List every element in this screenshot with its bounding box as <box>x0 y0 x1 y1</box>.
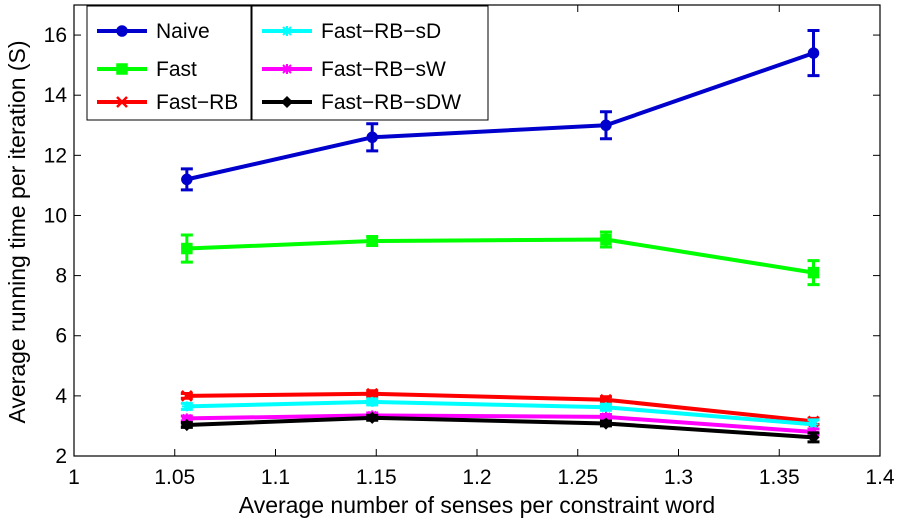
legend-label-fast-rb-sd: Fast−RB−sD <box>321 20 441 43</box>
y-tick-label: 4 <box>55 385 67 408</box>
y-tick-label: 10 <box>44 204 67 227</box>
data-point-fast <box>807 266 820 279</box>
data-point-fast-rb-sw <box>181 413 192 424</box>
data-point-fast-rb-sw <box>600 411 611 422</box>
x-tick-label: 1.4 <box>865 466 895 489</box>
x-tick-label: 1.1 <box>261 466 290 489</box>
data-point-fast <box>181 242 193 255</box>
x-tick-label: 1.25 <box>557 466 598 489</box>
data-point-fast-rb-sdw <box>807 431 820 444</box>
legend-item-fast-rb: Fast−RB <box>97 91 238 114</box>
series-line-fast-rb <box>186 391 814 424</box>
x-axis-label: Average number of senses per constraint … <box>239 492 715 518</box>
data-point-fast-rb <box>180 389 193 402</box>
data-point-naive <box>807 47 820 59</box>
y-tick-label: 2 <box>55 445 67 468</box>
legend-item-fast: Fast <box>97 58 197 81</box>
data-point-naive <box>181 173 193 186</box>
x-tick-label: 1.2 <box>462 466 491 489</box>
y-axis: 2 4 6 8 10 12 14 16 <box>44 24 880 468</box>
legend-label-fast-rb-sw: Fast−RB−sW <box>321 58 446 81</box>
legend-label-fast-rb-sdw: Fast−RB−sDW <box>321 91 461 114</box>
legend-label-fast: Fast <box>156 58 197 81</box>
y-axis-label: Average running time per iteration (S) <box>4 40 30 423</box>
series-fast <box>180 230 820 287</box>
data-point-naive <box>366 131 378 144</box>
x-axis: 1 1.05 1.1 1.15 1.2 1.25 1.3 1.35 1.4 <box>68 5 895 489</box>
y-tick-label: 16 <box>44 24 67 47</box>
legend-item-fast-rb-sw: Fast−RB−sW <box>262 58 446 81</box>
legend-marker-fast-rb-sw <box>282 64 292 74</box>
legend-label-naive: Naive <box>156 20 210 43</box>
data-point-fast <box>600 233 612 246</box>
legend-marker-naive <box>116 25 128 37</box>
data-point-fast-rb-sd <box>600 402 611 413</box>
series-line-fast-rb-sw <box>186 413 814 434</box>
legend-marker-fast-rb-sd <box>282 26 292 36</box>
legend-marker-fast-rb <box>116 96 128 108</box>
data-point-naive <box>600 119 612 132</box>
legend-marker-fast-rb-sdw <box>280 95 294 109</box>
legend-item-fast-rb-sd: Fast−RB−sD <box>262 20 441 43</box>
data-point-fast-rb-sdw <box>599 417 613 430</box>
data-point-fast-rb-sd <box>367 396 378 407</box>
x-tick-label: 1.15 <box>356 466 397 489</box>
x-tick-label: 1.05 <box>154 466 195 489</box>
y-tick-label: 6 <box>55 325 67 348</box>
series-naive <box>180 29 820 192</box>
x-tick-label: 1 <box>68 466 80 489</box>
series-layer <box>180 29 820 444</box>
series-line-fast-rb-sd <box>186 399 814 427</box>
legend-marker-fast <box>116 63 128 75</box>
data-point-fast-rb-sd <box>181 401 192 412</box>
series-line-naive <box>186 51 815 182</box>
data-point-fast <box>366 235 378 247</box>
series-line-fast-rb-sdw <box>186 415 814 440</box>
legend-item-naive: Naive <box>97 20 210 43</box>
y-tick-label: 14 <box>44 84 68 107</box>
series-fast-rb-sdw <box>180 411 820 444</box>
x-tick-label: 1.3 <box>664 466 693 489</box>
data-point-fast-rb-sd <box>808 419 819 430</box>
legend-label-fast-rb: Fast−RB <box>156 91 238 114</box>
series-line-fast <box>186 237 814 275</box>
legend-item-fast-rb-sdw: Fast−RB−sDW <box>262 91 461 114</box>
x-tick-label: 1.35 <box>759 466 800 489</box>
data-point-fast-rb-sdw <box>366 411 379 424</box>
data-point-fast-rb <box>366 387 379 400</box>
legend: Naive Fast Fast−RB Fast−RB−sD Fast−RB−sW Fast… <box>86 5 489 121</box>
y-tick-label: 12 <box>44 144 67 167</box>
y-tick-label: 8 <box>55 265 67 288</box>
data-point-fast-rb-sdw <box>180 418 193 432</box>
